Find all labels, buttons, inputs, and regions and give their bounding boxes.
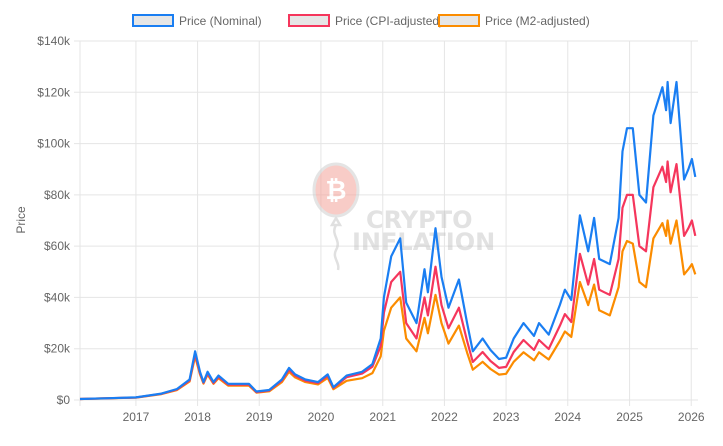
x-tick-label: 2024 bbox=[554, 410, 581, 424]
bitcoin-icon: ₿ bbox=[325, 176, 346, 206]
y-tick-label: $120k bbox=[37, 85, 71, 99]
y-tick-label: $20k bbox=[44, 342, 71, 356]
y-tick-label: $100k bbox=[37, 137, 71, 151]
x-tick-label: 2018 bbox=[184, 410, 211, 424]
y-axis: $0 $20k $40k $60k $80k $100k $120k $140k bbox=[37, 34, 71, 407]
y-tick-label: $60k bbox=[44, 239, 71, 253]
legend-label: Price (Nominal) bbox=[179, 14, 262, 28]
legend-swatch bbox=[132, 14, 174, 27]
balloon-string bbox=[329, 215, 343, 271]
legend-swatch bbox=[288, 14, 330, 27]
legend-label: Price (M2-adjusted) bbox=[485, 14, 590, 28]
x-tick-label: 2017 bbox=[123, 410, 150, 424]
y-tick-label: $80k bbox=[44, 188, 71, 202]
x-tick-label: 2022 bbox=[431, 410, 458, 424]
series-line-price-nominal- bbox=[79, 80, 697, 401]
legend-item[interactable]: Price (CPI-adjusted) bbox=[288, 14, 443, 28]
x-tick-label: 2025 bbox=[616, 410, 643, 424]
legend-item[interactable]: Price (M2-adjusted) bbox=[438, 14, 590, 28]
y-tick-label: $40k bbox=[44, 290, 71, 304]
y-tick-label: $140k bbox=[37, 34, 71, 48]
y-tick-label: $0 bbox=[57, 393, 71, 407]
watermark-text-2: INFLATION bbox=[352, 228, 495, 256]
x-tick-label: 2021 bbox=[369, 410, 396, 424]
legend-item[interactable]: Price (Nominal) bbox=[132, 14, 262, 28]
x-tick-label: 2023 bbox=[493, 410, 520, 424]
y-axis-label: Price bbox=[14, 206, 28, 234]
legend: Price (Nominal) Price (CPI-adjusted) Price… bbox=[132, 14, 590, 28]
x-tick-label: 2026 bbox=[678, 410, 705, 424]
legend-swatch bbox=[438, 14, 480, 27]
watermark-logo: ₿ CRYPTO INFLATION bbox=[312, 162, 495, 271]
series-lines bbox=[79, 80, 697, 401]
watermark-text-1: CRYPTO bbox=[366, 206, 473, 234]
x-tick-label: 2019 bbox=[246, 410, 273, 424]
x-tick-label: 2020 bbox=[308, 410, 335, 424]
legend-label: Price (CPI-adjusted) bbox=[335, 14, 443, 28]
x-axis: 2017 2018 2019 2020 2021 2022 2023 2024 2025 2026 bbox=[123, 410, 705, 424]
